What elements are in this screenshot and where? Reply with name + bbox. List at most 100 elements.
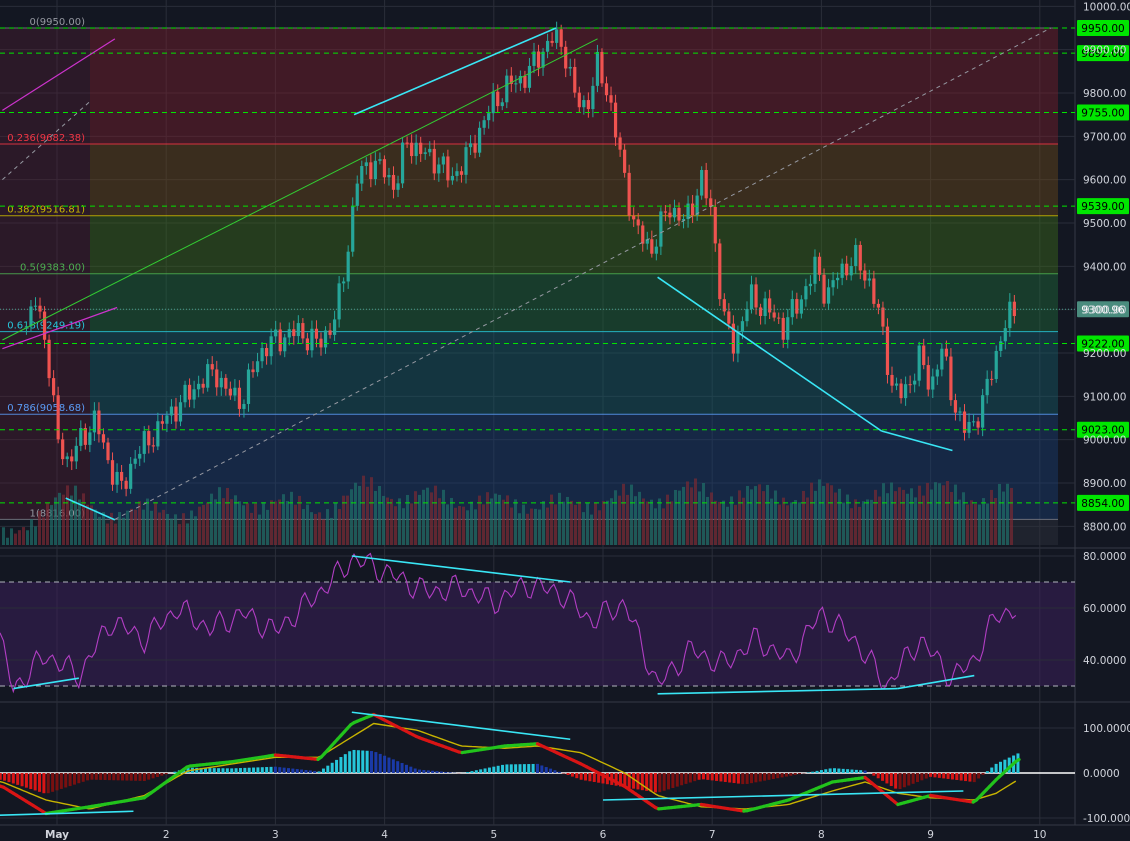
candle-body[interactable] [894, 383, 899, 386]
candle-body[interactable] [419, 142, 423, 154]
candle-body[interactable] [967, 421, 971, 433]
candle-body[interactable] [718, 243, 722, 300]
candle-body[interactable] [242, 403, 246, 409]
candle-body[interactable] [496, 91, 500, 107]
candle-body[interactable] [641, 225, 645, 244]
candle-body[interactable] [826, 287, 831, 304]
candle-body[interactable] [328, 330, 332, 335]
candle-body[interactable] [201, 383, 205, 388]
candle-body[interactable] [931, 376, 935, 390]
candle-body[interactable] [92, 410, 97, 433]
candle-body[interactable] [672, 207, 677, 218]
candlestick-series[interactable] [24, 21, 1016, 497]
trend-lines[interactable] [2, 27, 1051, 521]
candle-body[interactable] [437, 164, 441, 174]
candle-body[interactable] [786, 317, 790, 340]
candle-body[interactable] [872, 278, 876, 304]
candle-body[interactable] [156, 421, 160, 447]
candle-body[interactable] [455, 171, 459, 176]
trend-line-down[interactable] [657, 276, 882, 432]
candle-body[interactable] [953, 400, 958, 413]
candle-body[interactable] [949, 356, 953, 401]
candle-body[interactable] [849, 265, 853, 276]
candle-body[interactable] [677, 207, 681, 221]
candle-body[interactable] [704, 169, 708, 199]
pitchfork-line[interactable] [2, 306, 118, 350]
channel-line[interactable] [2, 38, 598, 341]
candle-body[interactable] [817, 256, 822, 275]
candle-body[interactable] [491, 91, 495, 114]
candle-body[interactable] [215, 369, 219, 388]
candle-body[interactable] [845, 263, 849, 276]
candle-body[interactable] [822, 274, 826, 304]
candle-body[interactable] [174, 406, 178, 422]
candle-body[interactable] [532, 51, 536, 66]
candle-body[interactable] [981, 395, 985, 428]
candle-body[interactable] [410, 142, 414, 157]
candle-body[interactable] [478, 127, 482, 153]
candle-body[interactable] [24, 326, 29, 328]
candle-body[interactable] [876, 303, 881, 308]
candle-body[interactable] [450, 175, 455, 181]
rsi-trend-line[interactable] [897, 674, 975, 690]
candle-body[interactable] [618, 137, 622, 150]
candle-body[interactable] [636, 219, 640, 226]
rsi-trend-line[interactable] [351, 555, 571, 583]
candle-body[interactable] [260, 348, 264, 362]
candle-body[interactable] [119, 471, 124, 481]
candle-body[interactable] [283, 337, 287, 352]
candle-body[interactable] [124, 480, 128, 489]
candle-body[interactable] [604, 83, 609, 96]
candle-body[interactable] [391, 174, 396, 190]
macd-trend-line[interactable] [351, 711, 571, 741]
candle-body[interactable] [536, 51, 541, 68]
candle-body[interactable] [292, 329, 296, 337]
candle-body[interactable] [346, 251, 350, 282]
candle-body[interactable] [47, 339, 51, 379]
candle-body[interactable] [935, 369, 939, 377]
candle-body[interactable] [432, 148, 436, 174]
candle-body[interactable] [160, 421, 164, 424]
candle-body[interactable] [106, 442, 110, 461]
candle-body[interactable] [999, 341, 1003, 351]
candle-body[interactable] [908, 384, 912, 386]
candle-body[interactable] [387, 174, 391, 178]
candle-body[interactable] [251, 369, 255, 373]
candle-body[interactable] [836, 277, 840, 281]
candle-body[interactable] [287, 329, 291, 338]
candle-body[interactable] [922, 345, 926, 366]
candle-body[interactable] [700, 169, 704, 196]
candle-body[interactable] [65, 456, 69, 460]
candle-body[interactable] [632, 215, 636, 220]
candle-body[interactable] [323, 330, 328, 348]
candle-body[interactable] [79, 427, 83, 446]
rsi-panel[interactable] [0, 552, 1075, 695]
candle-body[interactable] [781, 317, 785, 340]
candle-body[interactable] [772, 312, 776, 318]
candle-body[interactable] [314, 328, 319, 339]
candle-body[interactable] [573, 66, 577, 93]
candle-body[interactable] [650, 239, 654, 254]
candle-body[interactable] [400, 142, 405, 184]
candle-body[interactable] [115, 471, 119, 485]
candle-body[interactable] [926, 365, 930, 390]
horizontal-levels[interactable]: 9950.00 9892.00 9755.00 9539.00 9222.00 9023.… [0, 20, 1129, 511]
candle-body[interactable] [600, 51, 604, 84]
candle-body[interactable] [990, 378, 994, 380]
candle-body[interactable] [940, 348, 944, 370]
candle-body[interactable] [147, 431, 151, 446]
candle-body[interactable] [881, 307, 885, 327]
candle-body[interactable] [88, 432, 92, 445]
candle-body[interactable] [378, 159, 382, 161]
candle-body[interactable] [709, 198, 713, 208]
candle-body[interactable] [623, 149, 627, 173]
candle-body[interactable] [545, 40, 550, 52]
candle-body[interactable] [1003, 328, 1007, 342]
candle-body[interactable] [29, 306, 33, 327]
candle-body[interactable] [351, 205, 355, 252]
candle-body[interactable] [500, 102, 504, 107]
candle-body[interactable] [206, 364, 210, 388]
candle-body[interactable] [246, 369, 251, 404]
candle-body[interactable] [541, 51, 545, 68]
candle-body[interactable] [595, 51, 600, 86]
